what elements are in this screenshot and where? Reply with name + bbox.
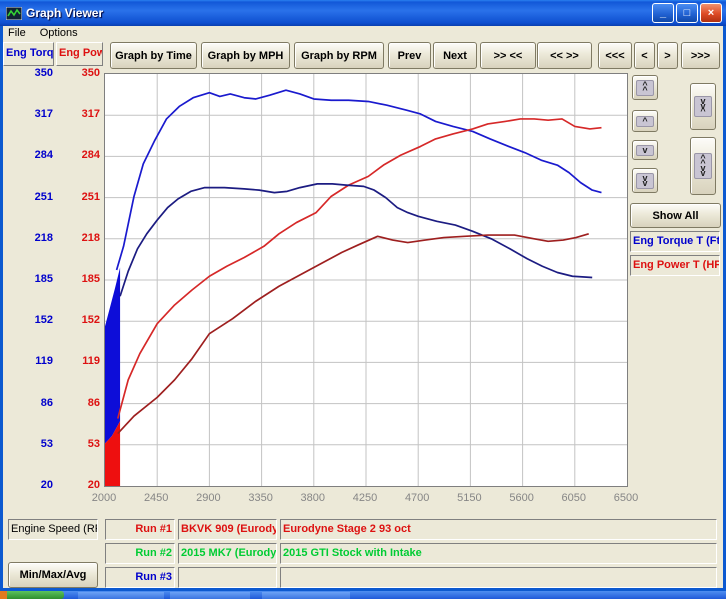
scroll-down-fast-button[interactable]: v v [632,168,658,193]
scroll-up-button[interactable]: ^ [632,110,658,132]
y-axis-label: 284 [34,149,53,162]
graph-by-rpm-button[interactable]: Graph by RPM [294,42,384,69]
x-axis-label: 6500 [613,492,639,504]
show-all-button[interactable]: Show All [630,203,721,228]
x-axis-label: 2900 [196,492,221,504]
y-axis-label: 185 [81,273,100,285]
start-button[interactable] [0,591,64,599]
chevron-expand-icon: ^ ^ v v [694,153,712,179]
taskbar-item[interactable] [170,592,250,599]
run3-label: Run #3 [105,567,175,588]
y-axis-label: 251 [81,190,100,203]
y-axis-label: 152 [81,314,100,327]
y-axis-label: 350 [34,67,53,79]
zoom-x-button[interactable]: ^ ^ v v [690,137,716,195]
x-axis-label: 4250 [352,492,378,504]
run1-torque-start-band [105,267,121,444]
run1-note-field[interactable]: Eurodyne Stage 2 93 oct [280,519,717,540]
fast-right-button[interactable]: >>> [681,42,720,69]
double-chevron-up-icon: ^ ^ [636,79,654,96]
taskbar[interactable] [0,591,726,599]
Run #1 Eng Power (HP) [116,118,602,419]
legend-eng-power[interactable]: Eng Power T (HP) [630,255,720,276]
minimize-button[interactable]: _ [652,3,674,23]
titlebar[interactable]: Graph Viewer _ □ × [0,0,726,26]
y-axis-label: 53 [40,437,53,450]
x-axis-label: 3350 [248,492,273,504]
chevron-compress-icon: v v ^ [694,96,712,117]
y-axis-label: 53 [87,437,100,450]
menu-options[interactable]: Options [39,27,78,39]
x-axis-label: 5150 [457,492,482,504]
x-axis-label: 4700 [404,492,430,504]
Run #1 Eng Torque (Ft-Lb) [115,89,602,271]
window-title: Graph Viewer [26,6,104,20]
y-axis-label: 350 [81,67,100,79]
graph-by-mph-button[interactable]: Graph by MPH [201,42,290,69]
legend-eng-torque[interactable]: Eng Torque T (Ft-L [630,231,720,252]
taskbar-item[interactable] [262,592,350,599]
run2-note-field[interactable]: 2015 GTI Stock with Intake [280,543,717,564]
y-axis-label: 185 [34,273,53,285]
x-axis-label: 6050 [561,492,587,504]
tab-eng-torque[interactable]: Eng Torque [3,42,54,66]
min-max-avg-button[interactable]: Min/Max/Avg [8,562,98,588]
y-axis-label: 152 [34,314,53,327]
tab-eng-power[interactable]: Eng Power [56,42,103,66]
y-axis-label: 119 [35,355,53,368]
step-left-button[interactable]: < [634,42,655,69]
step-right-button[interactable]: > [657,42,678,69]
zoom-y-button[interactable]: v v ^ [690,83,716,130]
chevron-down-icon: v [636,144,654,156]
menubar: File Options [0,26,720,41]
Run #2 Eng Torque (Ft-Lb) [119,183,593,297]
y-axis-label: 251 [34,190,53,203]
y-axis-label: 218 [81,231,100,244]
run1-label: Run #1 [105,519,175,540]
window-content: File Options Eng Torque Eng Power Graph … [0,26,721,588]
fast-left-button[interactable]: <<< [598,42,632,69]
x-axis-label: 2450 [143,492,169,504]
y-axis-label: 86 [40,396,53,409]
maximize-button[interactable]: □ [676,3,698,23]
y-axis-label: 119 [82,355,100,368]
narrow-range-button[interactable]: >> << [480,42,536,69]
x-axis-label: 3800 [300,492,326,504]
run2-file-field[interactable]: 2015 MK7 (Eurodyne, E [178,543,277,564]
Run #2 Eng Power (HP) [117,232,589,435]
y-axis-label: 284 [81,149,100,162]
graph-by-time-button[interactable]: Graph by Time [110,42,197,69]
start-icon [0,591,7,599]
y-axis-label: 20 [40,479,53,491]
y-axis-label: 20 [87,479,100,491]
double-chevron-down-icon: v v [636,172,654,189]
run2-label: Run #2 [105,543,175,564]
scroll-down-button[interactable]: v [632,140,658,160]
taskbar-item[interactable] [78,592,164,599]
y-axis-label: 86 [87,396,100,409]
dyno-chart [104,73,628,487]
close-button[interactable]: × [700,3,722,23]
y-axis-label: 317 [34,108,53,121]
next-button[interactable]: Next [433,42,477,69]
x-axis-label: 5600 [509,492,534,504]
menu-file[interactable]: File [8,27,26,39]
widen-range-button[interactable]: << >> [537,42,592,69]
x-axis-source-box[interactable]: Engine Speed (RPM [8,519,98,540]
y-axis-label: 317 [81,108,100,121]
chevron-up-icon: ^ [636,115,654,127]
scroll-up-fast-button[interactable]: ^ ^ [632,75,658,100]
run3-note-field[interactable] [280,567,717,588]
app-icon [6,6,22,20]
y-axis-label: 218 [34,231,53,244]
prev-button[interactable]: Prev [388,42,431,69]
run1-power-start-band [105,421,121,486]
run1-file-field[interactable]: BKVK 909 (Eurodyne, B [178,519,277,540]
x-axis-label: 2000 [91,492,117,504]
run3-file-field[interactable] [178,567,277,588]
